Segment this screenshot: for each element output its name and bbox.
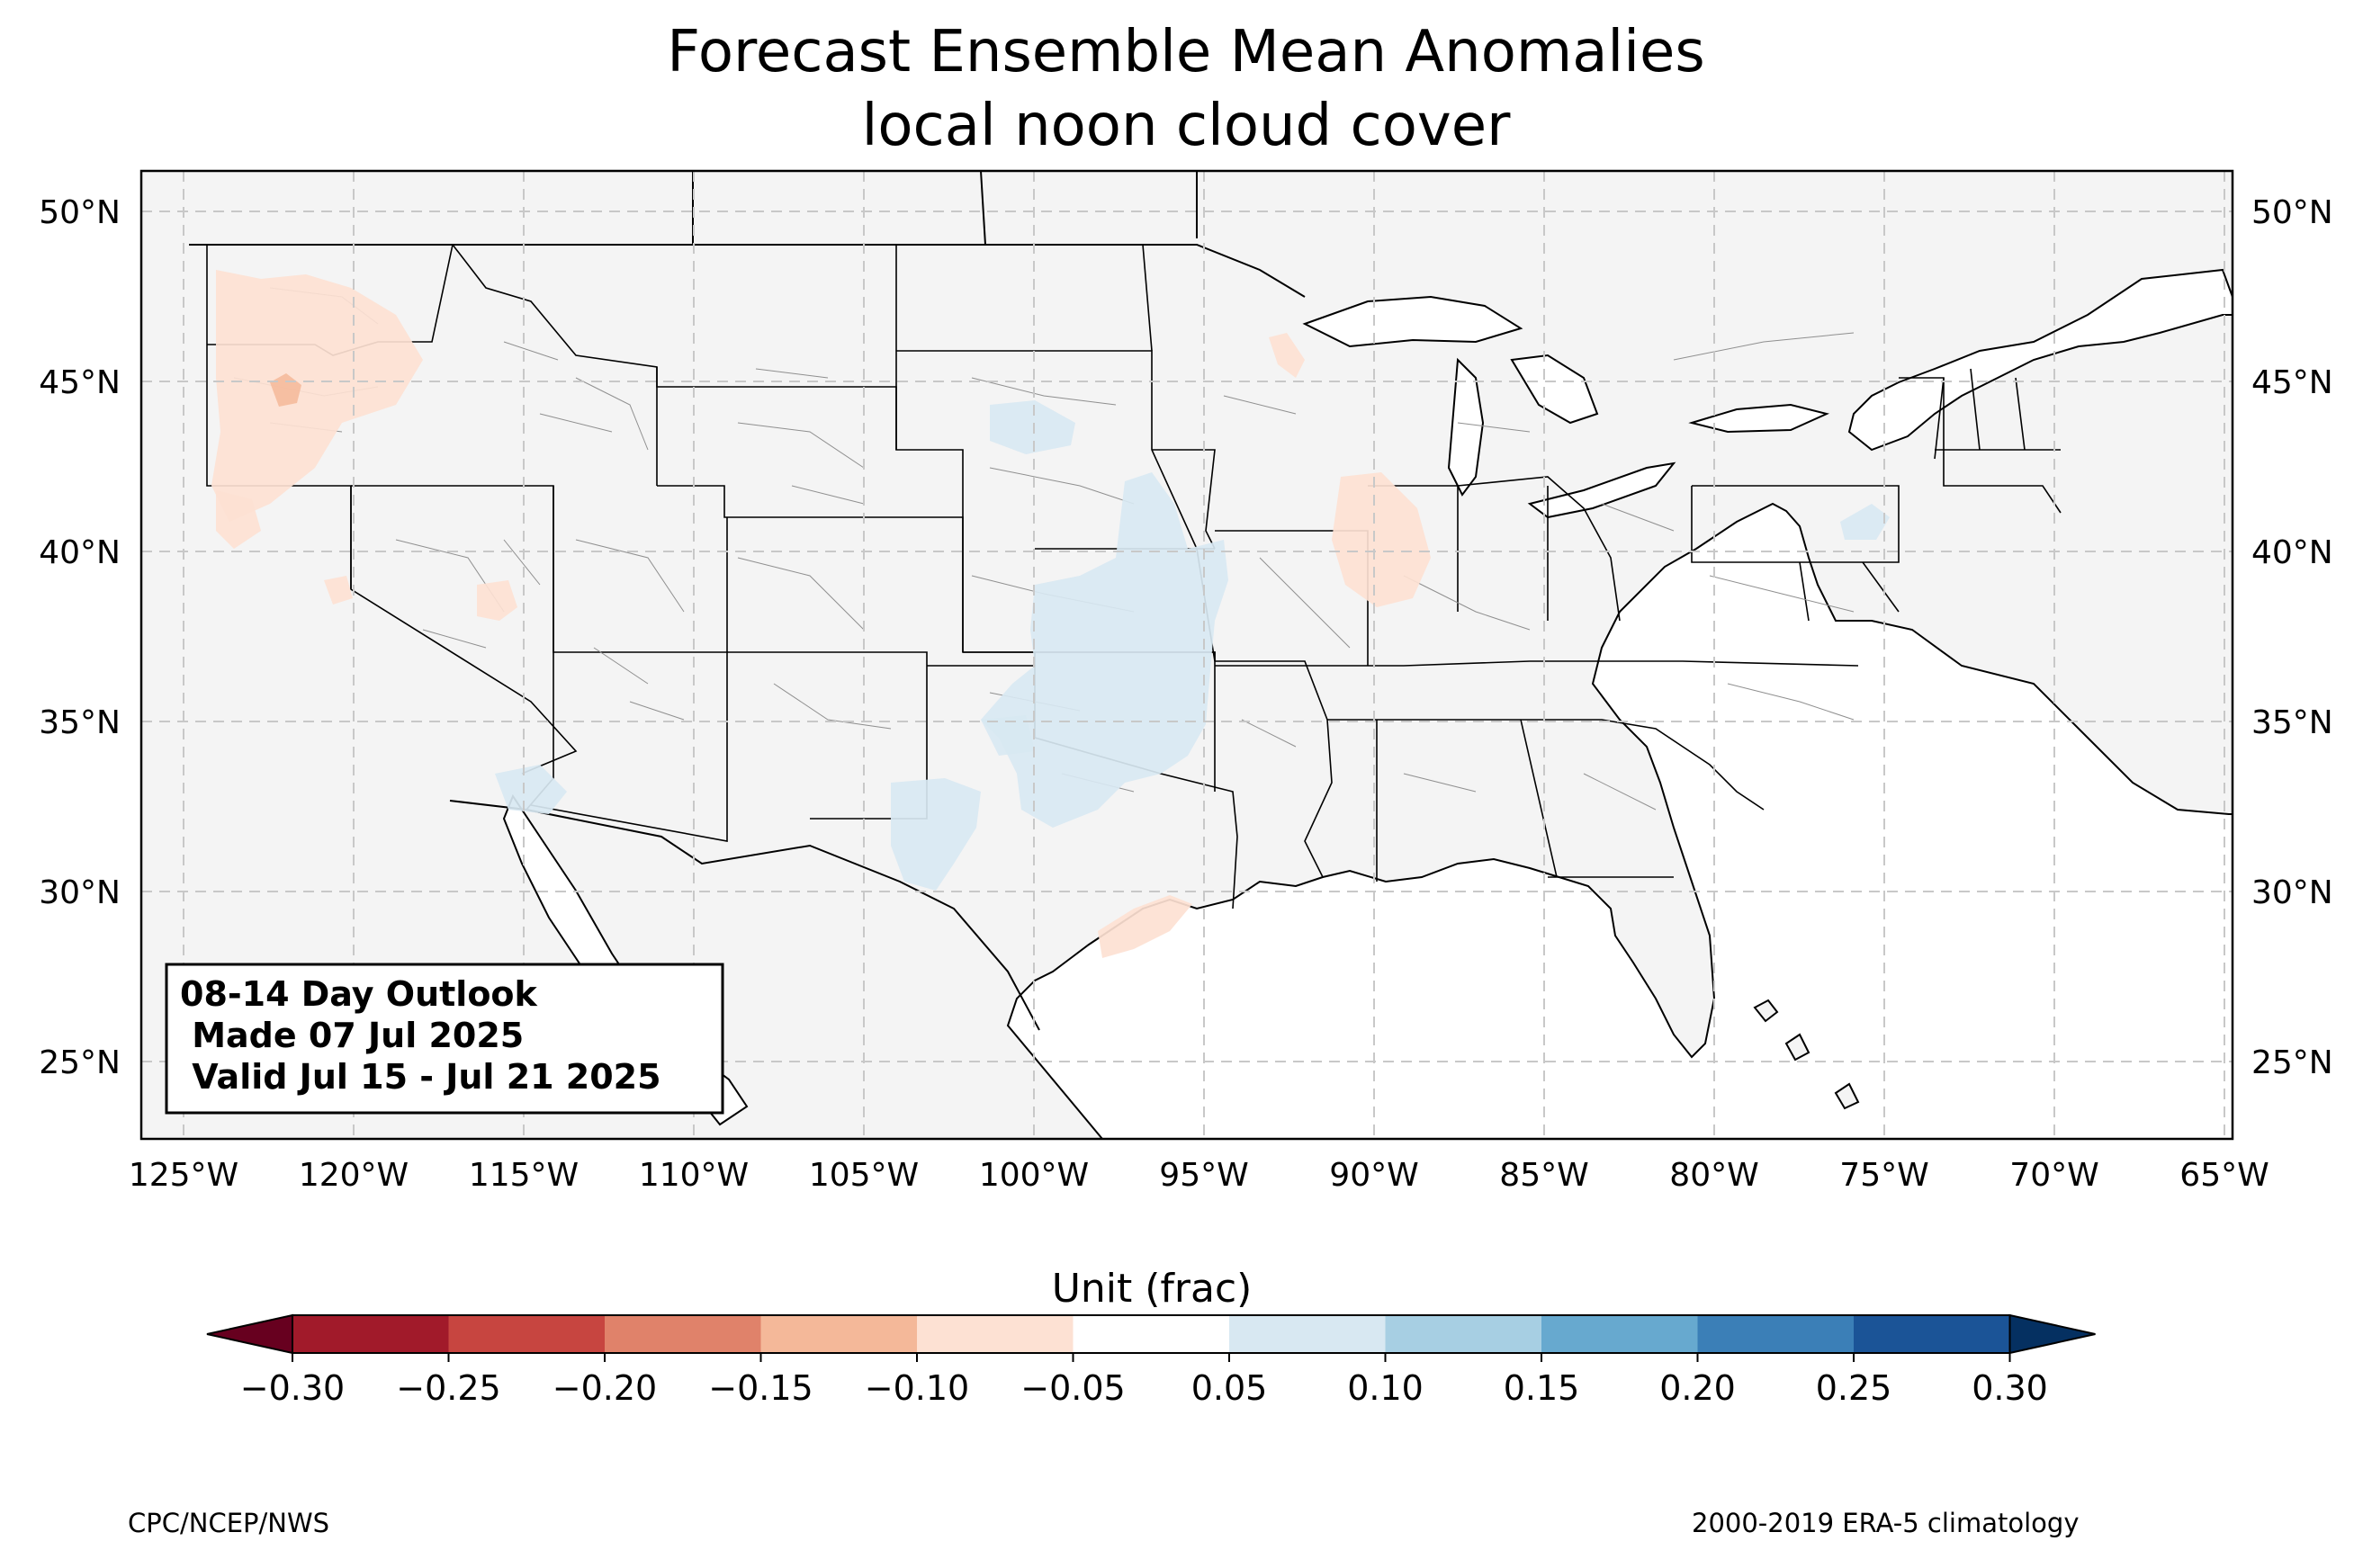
- colorbar-segment: [1073, 1315, 1230, 1353]
- lon-tick-label: 85°W: [1499, 1157, 1588, 1194]
- lat-tick-label-left: 50°N: [39, 194, 121, 231]
- lat-tick-label-left: 35°N: [39, 704, 121, 741]
- lon-tick-label: 70°W: [2009, 1157, 2098, 1194]
- colorbar-tick-label: −0.25: [396, 1368, 500, 1408]
- anomaly-sierra: [324, 576, 353, 605]
- map-frame: [139, 169, 2234, 1141]
- lat-tick-label-right: 45°N: [2251, 364, 2333, 401]
- great-lakes: [1302, 295, 1830, 519]
- colorbar-tick-label: 0.30: [1972, 1368, 2048, 1408]
- lat-tick-label-right: 50°N: [2251, 194, 2333, 231]
- anomaly-southwest-texas: [891, 778, 981, 891]
- lon-tick-label: 100°W: [979, 1157, 1089, 1194]
- lon-tick-label: 105°W: [809, 1157, 919, 1194]
- colorbar-segment: [448, 1315, 606, 1353]
- lon-tick-label: 95°W: [1159, 1157, 1248, 1194]
- colorbar-tick-label: 0.25: [1816, 1368, 1892, 1408]
- map-title: Forecast Ensemble Mean Anomalies: [667, 19, 1705, 85]
- colorbar-segment: [1229, 1315, 1387, 1353]
- colorbar-segment: [292, 1315, 450, 1353]
- colorbar-tick-label: 0.15: [1504, 1368, 1580, 1408]
- gulf-of-california: [502, 793, 749, 1126]
- colorbar-label: Unit (frac): [1052, 1266, 1253, 1312]
- colorbar-tick-label: −0.10: [865, 1368, 969, 1408]
- colorbar: [206, 1313, 2096, 1355]
- colorbar-under-arrow: [206, 1313, 293, 1355]
- lat-tick-label-left: 45°N: [39, 364, 121, 401]
- anomaly-pacific-northwest: [211, 270, 423, 522]
- lat-tick-label-right: 30°N: [2251, 874, 2333, 911]
- bahamas-islands: [1753, 999, 1860, 1110]
- lon-tick-label: 75°W: [1839, 1157, 1928, 1194]
- lon-tick-label: 90°W: [1329, 1157, 1418, 1194]
- lat-tick-label-right: 40°N: [2251, 534, 2333, 571]
- colorbar-over-arrow: [2008, 1313, 2096, 1355]
- colorbar-segment: [917, 1315, 1074, 1353]
- anomaly-illinois: [1332, 472, 1431, 607]
- gridlines: [141, 171, 2233, 1139]
- colorbar-tick-label: 0.05: [1191, 1368, 1268, 1408]
- colorbar-segment: [1385, 1315, 1542, 1353]
- colorbar-segment: [1697, 1315, 1855, 1353]
- lon-tick-label: 110°W: [639, 1157, 749, 1194]
- anomaly-shading: [211, 270, 1890, 958]
- anomaly-new-mexico: [981, 715, 1035, 756]
- colorbar-tick-label: −0.30: [240, 1368, 345, 1408]
- anomaly-nevada: [477, 580, 517, 621]
- lon-tick-label: 65°W: [2179, 1157, 2269, 1194]
- outlook-line-3: Valid Jul 15 - Jul 21 2025: [180, 1057, 661, 1097]
- source-credit: CPC/NCEP/NWS: [128, 1508, 330, 1538]
- anomaly-wisconsin: [1269, 333, 1305, 378]
- outlook-line-1: 08-14 Day Outlook: [180, 974, 538, 1014]
- lat-tick-label-left: 25°N: [39, 1044, 121, 1081]
- lat-tick-label-left: 30°N: [39, 874, 121, 911]
- colorbar-tick-label: −0.20: [553, 1368, 657, 1408]
- lon-tick-label: 125°W: [129, 1157, 238, 1194]
- colorbar-segment: [1854, 1315, 2011, 1353]
- colorbar-outline: [292, 1314, 2011, 1354]
- lat-tick-label-left: 40°N: [39, 534, 121, 571]
- lon-tick-label: 115°W: [469, 1157, 579, 1194]
- colorbar-tick-label: 0.10: [1347, 1368, 1424, 1408]
- anomaly-northern-california: [216, 490, 261, 549]
- lon-tick-label: 80°W: [1669, 1157, 1758, 1194]
- map-subtitle: local noon cloud cover: [861, 93, 1511, 159]
- anomaly-texas-coast: [1098, 895, 1192, 958]
- lon-tick-label: 120°W: [299, 1157, 409, 1194]
- colorbar-segment: [760, 1315, 918, 1353]
- colorbar-tick-label: −0.05: [1020, 1368, 1125, 1408]
- outlook-line-2: Made 07 Jul 2025: [180, 1016, 524, 1055]
- colorbar-segment: [605, 1315, 762, 1353]
- outlook-info-box: 08-14 Day Outlook Made 07 Jul 2025 Valid…: [165, 963, 724, 1115]
- lat-tick-label-right: 25°N: [2251, 1044, 2333, 1081]
- lat-tick-label-right: 35°N: [2251, 704, 2333, 741]
- colorbar-tick-label: 0.20: [1659, 1368, 1736, 1408]
- colorbar-segment: [1541, 1315, 1699, 1353]
- anomaly-south-dakota: [990, 400, 1075, 454]
- colorbar-tick-label: −0.15: [708, 1368, 813, 1408]
- climatology-note: 2000-2019 ERA-5 climatology: [1692, 1508, 2080, 1538]
- anomaly-arizona: [495, 765, 567, 814]
- anomaly-central-plains: [981, 472, 1228, 828]
- anomaly-new-jersey: [1840, 504, 1890, 540]
